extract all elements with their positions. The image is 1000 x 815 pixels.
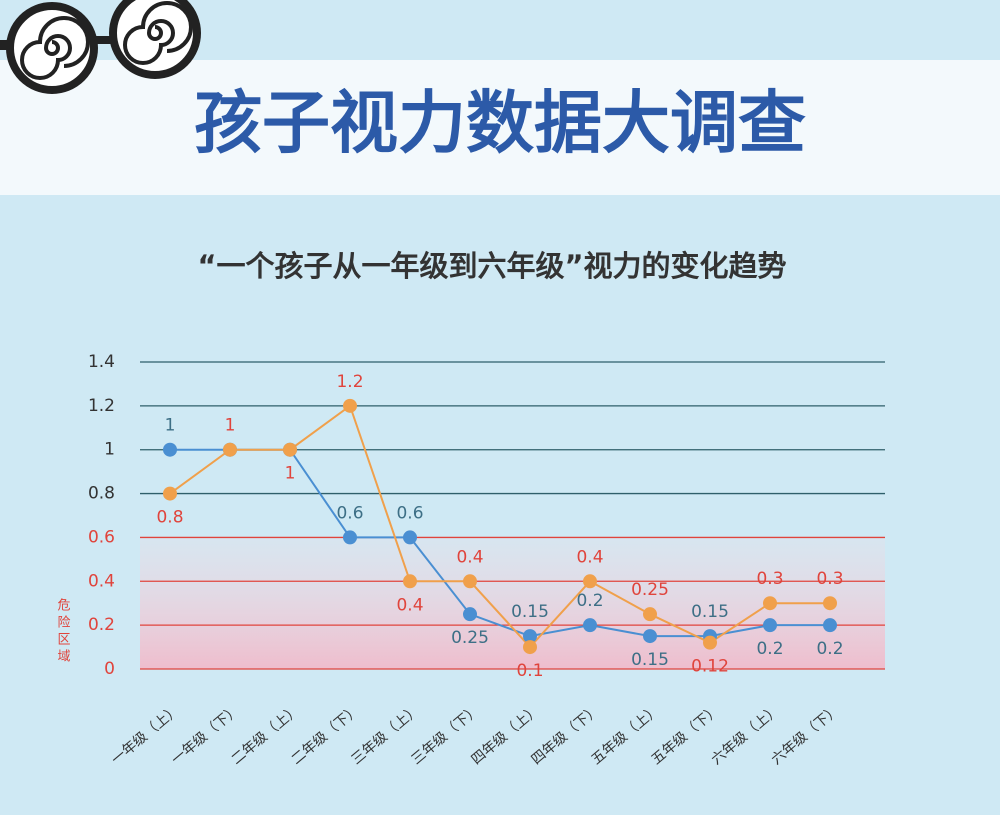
- y-tick-label: 0: [104, 659, 115, 679]
- y-tick-label: 0.8: [88, 484, 115, 504]
- data-label: 1: [225, 416, 236, 436]
- point: [283, 442, 297, 457]
- y-tick-label: 0.6: [88, 527, 115, 547]
- data-label: 0.2: [576, 591, 603, 611]
- point: [583, 574, 597, 589]
- point: [343, 530, 357, 545]
- chart-subtitle: “一个孩子从一年级到六年级”视力的变化趋势: [197, 249, 786, 283]
- point: [643, 607, 657, 622]
- data-label: 0.6: [336, 503, 363, 523]
- point: [163, 442, 177, 457]
- series-line: [169, 404, 830, 649]
- point: [643, 629, 657, 644]
- point: [763, 596, 777, 611]
- data-label: 0.4: [456, 547, 483, 567]
- danger-zone-label: 危险区域: [55, 598, 71, 666]
- point: [403, 574, 417, 589]
- point: [703, 635, 717, 650]
- danger-zone: [140, 537, 885, 669]
- data-label: 0.1: [516, 661, 543, 681]
- data-label: 0.4: [396, 595, 423, 615]
- data-label: 1.2: [336, 372, 363, 392]
- data-label: 0.2: [756, 639, 783, 659]
- data-label: 0.25: [631, 580, 669, 600]
- data-label: 0.15: [691, 602, 729, 622]
- data-label: 0.4: [576, 547, 603, 567]
- data-label: 0.3: [816, 569, 843, 589]
- point: [463, 574, 477, 589]
- point: [583, 618, 597, 633]
- point: [523, 640, 537, 655]
- data-label: 0.15: [631, 650, 669, 670]
- data-label: 0.6: [396, 503, 423, 523]
- point: [763, 618, 777, 633]
- point: [523, 629, 537, 644]
- data-label: 0.3: [756, 569, 783, 589]
- y-tick-label: 1: [104, 440, 115, 460]
- point: [343, 398, 357, 413]
- y-tick-label: 1.4: [88, 352, 115, 372]
- point: [223, 442, 237, 457]
- data-label: 1: [285, 464, 296, 484]
- chart-title: 孩子视力数据大调查: [194, 85, 806, 164]
- data-label: 0.12: [691, 657, 729, 677]
- title-banner: [0, 60, 1000, 195]
- data-label: 1: [165, 416, 176, 436]
- point: [823, 596, 837, 611]
- point: [163, 486, 177, 501]
- data-label: 0.8: [156, 508, 183, 528]
- point: [403, 530, 417, 545]
- y-tick-label: 1.2: [88, 396, 115, 416]
- data-label: 0.2: [816, 639, 843, 659]
- glasses-icon: [0, 0, 201, 94]
- y-tick-label: 0.2: [88, 615, 115, 635]
- y-tick-label: 0.4: [88, 571, 115, 591]
- point: [823, 618, 837, 633]
- data-label: 0.25: [451, 628, 489, 648]
- point: [463, 607, 477, 622]
- data-label: 0.15: [511, 602, 549, 622]
